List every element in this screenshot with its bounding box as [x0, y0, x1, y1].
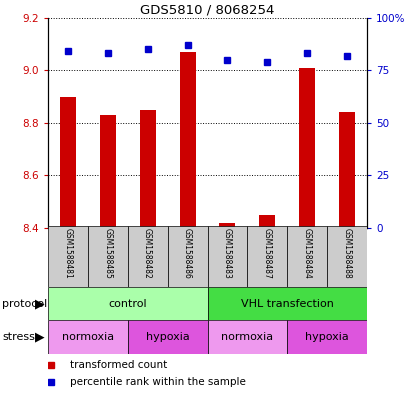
Text: protocol: protocol — [2, 299, 47, 309]
Text: GSM1588486: GSM1588486 — [183, 228, 192, 279]
Text: GSM1588482: GSM1588482 — [143, 228, 152, 279]
Text: transformed count: transformed count — [70, 360, 167, 370]
Text: GSM1588483: GSM1588483 — [223, 228, 232, 279]
Text: GSM1588488: GSM1588488 — [343, 228, 352, 279]
Bar — [88, 226, 128, 287]
Bar — [208, 287, 367, 320]
Text: normoxia: normoxia — [221, 332, 273, 342]
Text: ▶: ▶ — [35, 331, 45, 344]
Text: hypoxia: hypoxia — [305, 332, 349, 342]
Bar — [48, 226, 88, 287]
Bar — [208, 320, 287, 354]
Bar — [100, 115, 116, 228]
Text: stress: stress — [2, 332, 35, 342]
Text: GSM1588484: GSM1588484 — [303, 228, 312, 279]
Bar — [287, 320, 367, 354]
Bar — [220, 223, 235, 228]
Text: GSM1588487: GSM1588487 — [263, 228, 272, 279]
Bar — [60, 97, 76, 228]
Title: GDS5810 / 8068254: GDS5810 / 8068254 — [140, 4, 275, 17]
Bar — [299, 68, 315, 228]
Text: VHL transfection: VHL transfection — [241, 299, 334, 309]
Bar — [128, 320, 208, 354]
Bar — [128, 226, 168, 287]
Bar — [287, 226, 327, 287]
Bar — [168, 226, 208, 287]
Bar — [339, 112, 355, 228]
Text: GSM1588485: GSM1588485 — [103, 228, 112, 279]
Bar — [139, 110, 156, 228]
Text: hypoxia: hypoxia — [146, 332, 189, 342]
Text: normoxia: normoxia — [61, 332, 114, 342]
Bar — [327, 226, 367, 287]
Bar — [208, 226, 247, 287]
Text: control: control — [108, 299, 147, 309]
Bar — [259, 215, 276, 228]
Bar — [247, 226, 287, 287]
Text: ▶: ▶ — [35, 297, 45, 310]
Bar — [48, 287, 208, 320]
Bar — [48, 320, 128, 354]
Text: GSM1588481: GSM1588481 — [63, 228, 72, 279]
Text: percentile rank within the sample: percentile rank within the sample — [70, 377, 246, 387]
Bar — [180, 52, 195, 228]
